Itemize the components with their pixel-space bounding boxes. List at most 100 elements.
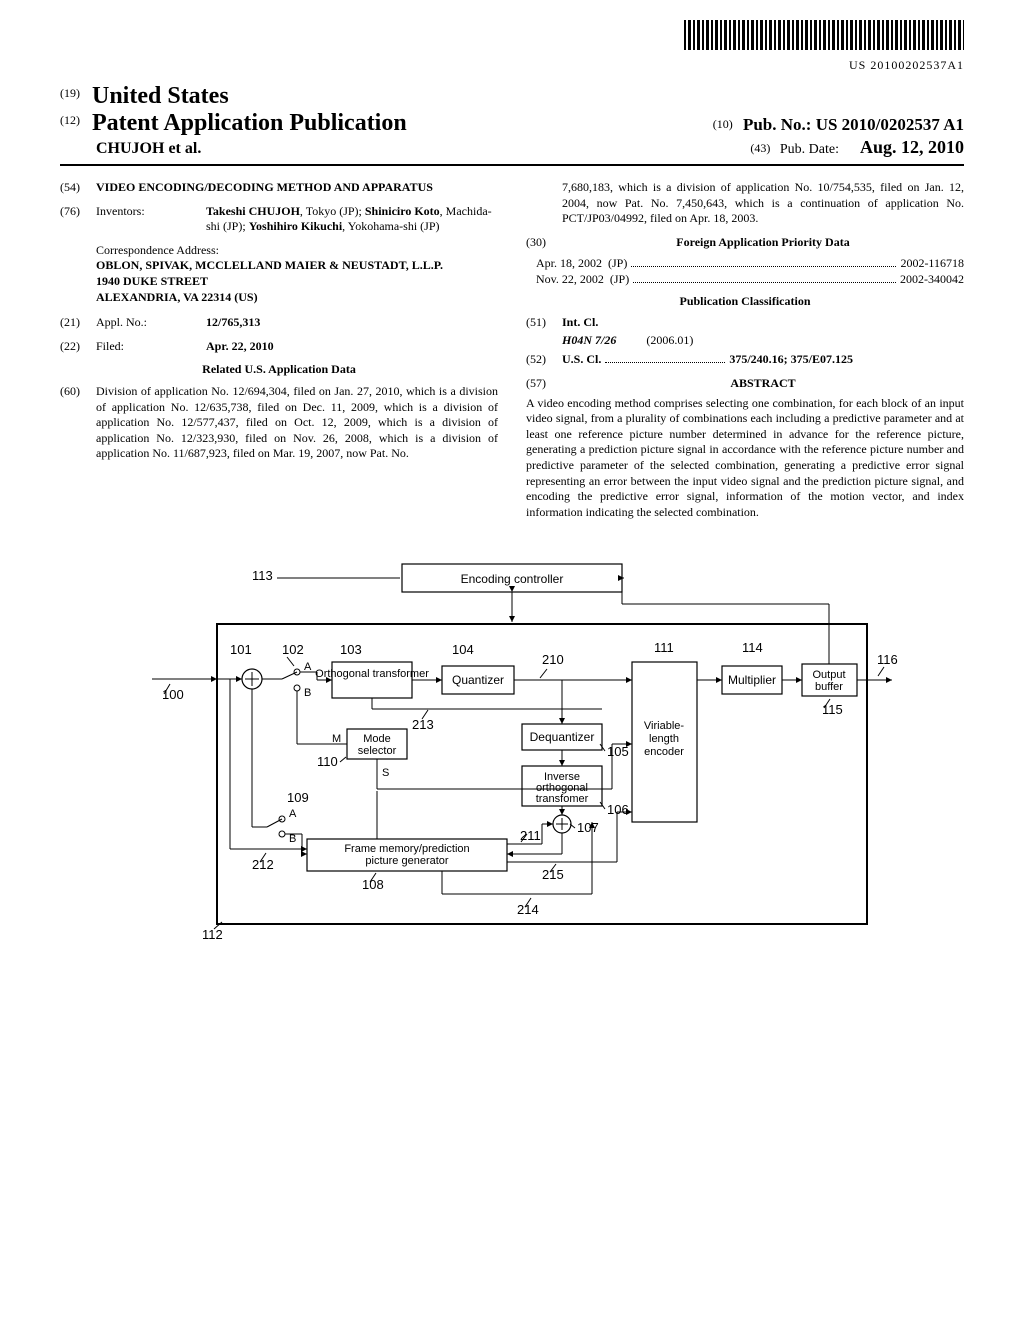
svg-text:111: 111 bbox=[654, 640, 674, 655]
tag-51: (51) bbox=[526, 315, 562, 331]
tag-60: (60) bbox=[60, 384, 96, 462]
pubclass-title: Publication Classification bbox=[526, 294, 964, 310]
svg-text:100: 100 bbox=[162, 687, 184, 702]
corr-line-1: 1940 DUKE STREET bbox=[96, 274, 498, 290]
svg-text:101: 101 bbox=[230, 642, 252, 657]
priority-cc-1: (JP) bbox=[610, 272, 629, 288]
filed-value: Apr. 22, 2010 bbox=[206, 339, 498, 355]
svg-text:Orthogonal transformer: Orthogonal transformer bbox=[315, 668, 429, 680]
svg-text:Mode: Mode bbox=[363, 733, 391, 745]
svg-text:114: 114 bbox=[742, 640, 763, 655]
svg-text:213: 213 bbox=[412, 717, 434, 732]
dots-icon bbox=[633, 272, 896, 283]
svg-text:encoder: encoder bbox=[644, 746, 684, 758]
applno-value: 12/765,313 bbox=[206, 315, 498, 331]
svg-text:Encoding controller: Encoding controller bbox=[461, 572, 564, 586]
svg-text:105: 105 bbox=[607, 744, 629, 759]
svg-text:210: 210 bbox=[542, 652, 564, 667]
priority-num-1: 2002-340042 bbox=[900, 272, 964, 288]
priority-cc-0: (JP) bbox=[608, 256, 627, 272]
svg-text:211: 211 bbox=[520, 828, 541, 843]
pubdate-label: Pub. Date: bbox=[780, 142, 839, 157]
header-line-12: (12) Patent Application Publication bbox=[60, 110, 407, 137]
correspondence: Correspondence Address: OBLON, SPIVAK, M… bbox=[60, 243, 498, 305]
svg-text:106: 106 bbox=[607, 802, 629, 817]
priority-date-1: Nov. 22, 2002 bbox=[536, 272, 604, 288]
foreign-title: Foreign Application Priority Data bbox=[562, 235, 964, 251]
priority-date-0: Apr. 18, 2002 bbox=[536, 256, 602, 272]
intcl-label: Int. Cl. bbox=[562, 315, 598, 331]
filed-label: Filed: bbox=[96, 339, 206, 355]
tag-22: (22) bbox=[60, 339, 96, 355]
tag-52: (52) bbox=[526, 352, 562, 368]
svg-text:length: length bbox=[649, 733, 679, 745]
abstract-title: ABSTRACT bbox=[562, 376, 964, 392]
dots-icon bbox=[605, 352, 725, 363]
block-diagram: 112 Encoding controller 113 100 101 102 … bbox=[60, 544, 964, 968]
tag-43: (43) bbox=[750, 141, 770, 155]
svg-text:215: 215 bbox=[542, 867, 564, 882]
publication-id: US 20100202537A1 bbox=[60, 58, 964, 73]
header-pubtype: Patent Application Publication bbox=[92, 110, 407, 136]
dots-icon bbox=[631, 256, 896, 267]
intcl-ver: (2006.01) bbox=[646, 333, 693, 347]
priority-num-0: 2002-116718 bbox=[900, 256, 964, 272]
tag-21: (21) bbox=[60, 315, 96, 331]
pub-date: (43) Pub. Date: Aug. 12, 2010 bbox=[750, 137, 964, 158]
right-column: 7,680,183, which is a division of applic… bbox=[526, 180, 964, 520]
svg-text:picture generator: picture generator bbox=[365, 855, 448, 867]
pubno-value: US 2010/0202537 A1 bbox=[816, 115, 964, 134]
svg-text:116: 116 bbox=[877, 652, 898, 667]
svg-text:102: 102 bbox=[282, 642, 304, 657]
intcl-row: H04N 7/26 (2006.01) bbox=[526, 333, 964, 349]
barcode-area bbox=[60, 20, 964, 54]
uscl-label: U.S. Cl. bbox=[562, 352, 601, 368]
related-text: Division of application No. 12/694,304, … bbox=[96, 384, 498, 462]
svg-text:S: S bbox=[382, 767, 389, 779]
svg-text:109: 109 bbox=[287, 790, 309, 805]
svg-text:B: B bbox=[304, 687, 311, 699]
svg-text:113: 113 bbox=[252, 568, 273, 583]
inventors-label: Inventors: bbox=[96, 204, 206, 235]
svg-text:A: A bbox=[304, 661, 312, 673]
tag-19: (19) bbox=[60, 86, 80, 100]
svg-text:A: A bbox=[289, 808, 297, 820]
tag-54: (54) bbox=[60, 180, 96, 196]
priority-row-0: Apr. 18, 2002 (JP) 2002-116718 bbox=[526, 256, 964, 272]
uscl-value: 375/240.16; 375/E07.125 bbox=[729, 352, 853, 368]
abstract-text: A video encoding method comprises select… bbox=[526, 396, 964, 521]
priority-row-1: Nov. 22, 2002 (JP) 2002-340042 bbox=[526, 272, 964, 288]
related-title: Related U.S. Application Data bbox=[60, 362, 498, 378]
svg-text:112: 112 bbox=[202, 927, 223, 942]
svg-text:M: M bbox=[332, 733, 341, 745]
tag-30: (30) bbox=[526, 235, 562, 251]
svg-text:Frame memory/prediction: Frame memory/prediction bbox=[344, 843, 469, 855]
header-country: United States bbox=[92, 83, 229, 109]
svg-text:104: 104 bbox=[452, 642, 474, 657]
svg-text:108: 108 bbox=[362, 877, 384, 892]
pubno-label: Pub. No.: bbox=[743, 115, 811, 134]
tag-57: (57) bbox=[526, 376, 562, 392]
svg-text:buffer: buffer bbox=[815, 681, 843, 693]
columns: (54) VIDEO ENCODING/DECODING METHOD AND … bbox=[60, 180, 964, 520]
svg-text:115: 115 bbox=[822, 702, 843, 717]
svg-text:B: B bbox=[289, 833, 296, 845]
corr-label: Correspondence Address: bbox=[96, 243, 498, 259]
barcode bbox=[684, 20, 964, 50]
svg-text:Multiplier: Multiplier bbox=[728, 673, 776, 687]
svg-text:214: 214 bbox=[517, 902, 539, 917]
continuation-text: 7,680,183, which is a division of applic… bbox=[526, 180, 964, 227]
header-line-19: (19) United States bbox=[60, 83, 964, 110]
svg-text:Viriable-: Viriable- bbox=[644, 720, 684, 732]
title-54: VIDEO ENCODING/DECODING METHOD AND APPAR… bbox=[96, 180, 433, 196]
svg-text:107: 107 bbox=[577, 820, 599, 835]
svg-text:212: 212 bbox=[252, 857, 274, 872]
tag-12: (12) bbox=[60, 113, 80, 127]
corr-line-2: ALEXANDRIA, VA 22314 (US) bbox=[96, 290, 498, 306]
applno-label: Appl. No.: bbox=[96, 315, 206, 331]
authors: CHUJOH et al. bbox=[96, 140, 201, 158]
header-block: (19) United States (12) Patent Applicati… bbox=[60, 83, 964, 158]
pubdate-value: Aug. 12, 2010 bbox=[860, 137, 964, 157]
pub-no: (10) Pub. No.: US 2010/0202537 A1 bbox=[713, 115, 964, 135]
svg-text:Dequantizer: Dequantizer bbox=[530, 730, 595, 744]
